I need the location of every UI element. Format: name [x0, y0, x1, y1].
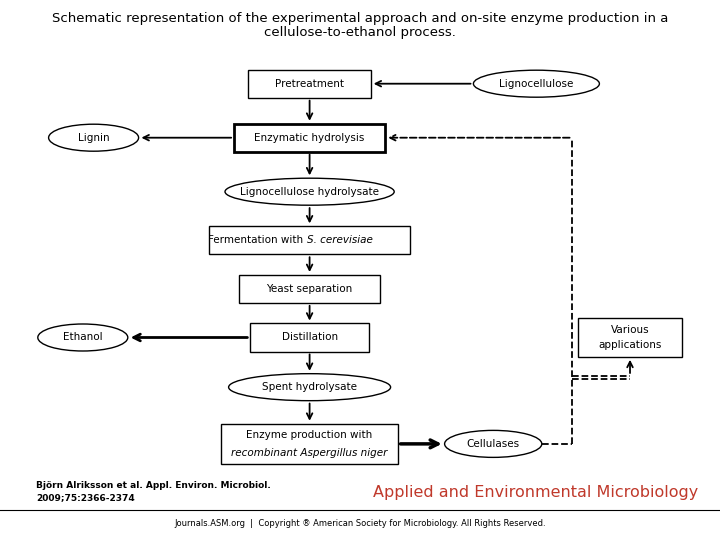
- Text: Lignocellulose: Lignocellulose: [499, 79, 574, 89]
- Text: Fermentation with: Fermentation with: [208, 235, 307, 245]
- FancyBboxPatch shape: [251, 323, 369, 352]
- Text: 2009;75:2366-2374: 2009;75:2366-2374: [36, 494, 135, 502]
- Ellipse shape: [445, 430, 542, 457]
- Text: Applied and Environmental Microbiology: Applied and Environmental Microbiology: [373, 485, 698, 500]
- Ellipse shape: [37, 324, 128, 351]
- Ellipse shape: [225, 178, 395, 205]
- Ellipse shape: [229, 374, 391, 401]
- Text: Björn Alriksson et al. Appl. Environ. Microbiol.: Björn Alriksson et al. Appl. Environ. Mi…: [36, 482, 271, 490]
- Text: applications: applications: [598, 340, 662, 349]
- FancyBboxPatch shape: [577, 318, 683, 357]
- Text: Various: Various: [611, 326, 649, 335]
- FancyBboxPatch shape: [248, 70, 371, 98]
- FancyBboxPatch shape: [234, 124, 385, 152]
- Text: Enzymatic hydrolysis: Enzymatic hydrolysis: [254, 133, 365, 143]
- Text: Lignocellulose hydrolysate: Lignocellulose hydrolysate: [240, 187, 379, 197]
- Text: recombinant Aspergillus niger: recombinant Aspergillus niger: [231, 448, 388, 458]
- Text: Distillation: Distillation: [282, 333, 338, 342]
- Text: Schematic representation of the experimental approach and on-site enzyme product: Schematic representation of the experime…: [52, 12, 668, 25]
- Text: Enzyme production with: Enzyme production with: [246, 430, 373, 440]
- FancyBboxPatch shape: [239, 275, 380, 303]
- FancyBboxPatch shape: [222, 423, 397, 464]
- FancyBboxPatch shape: [209, 226, 410, 254]
- Text: Lignin: Lignin: [78, 133, 109, 143]
- Text: Yeast separation: Yeast separation: [266, 284, 353, 294]
- Text: cellulose-to-ethanol process.: cellulose-to-ethanol process.: [264, 26, 456, 39]
- Ellipse shape: [49, 124, 139, 151]
- Text: Journals.ASM.org  |  Copyright ® American Society for Microbiology. All Rights R: Journals.ASM.org | Copyright ® American …: [174, 519, 546, 528]
- Text: Cellulases: Cellulases: [467, 439, 520, 449]
- Text: S. cerevisiae: S. cerevisiae: [307, 235, 372, 245]
- Text: Spent hydrolysate: Spent hydrolysate: [262, 382, 357, 392]
- Ellipse shape: [474, 70, 599, 97]
- Text: Pretreatment: Pretreatment: [275, 79, 344, 89]
- Text: Ethanol: Ethanol: [63, 333, 103, 342]
